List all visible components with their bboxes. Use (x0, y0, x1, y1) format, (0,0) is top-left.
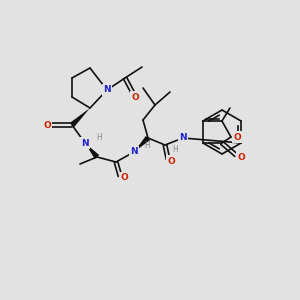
Text: N: N (130, 148, 138, 157)
Polygon shape (85, 143, 99, 159)
Text: O: O (237, 152, 245, 161)
Text: O: O (43, 121, 51, 130)
Polygon shape (70, 108, 90, 127)
Text: O: O (120, 173, 128, 182)
Text: H: H (144, 140, 150, 149)
Text: H: H (172, 146, 178, 154)
Polygon shape (134, 136, 150, 152)
Text: N: N (81, 139, 89, 148)
Text: N: N (179, 134, 187, 142)
Text: O: O (233, 133, 241, 142)
Text: O: O (167, 157, 175, 166)
Text: O: O (131, 92, 139, 101)
Text: H: H (96, 134, 102, 142)
Text: N: N (103, 85, 111, 94)
